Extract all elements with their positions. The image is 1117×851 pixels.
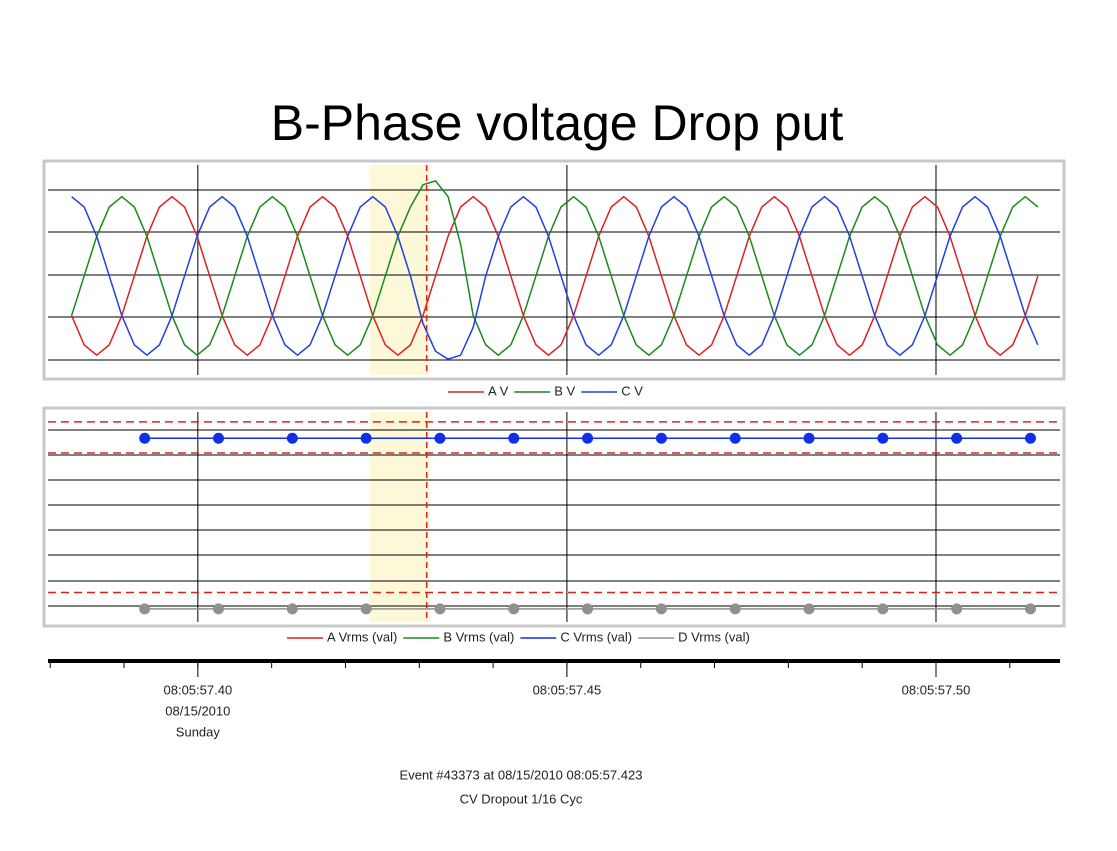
data-point: [434, 432, 446, 444]
data-point: [655, 603, 667, 615]
data-point: [1024, 603, 1036, 615]
data-point: [434, 603, 446, 615]
highlight-band: [369, 165, 430, 375]
data-point: [213, 432, 225, 444]
plot-area: [48, 412, 1060, 622]
data-point: [139, 432, 151, 444]
data-point: [1024, 432, 1036, 444]
x-tick-label: 08:05:57.45: [533, 682, 602, 697]
x-day-label: Sunday: [176, 724, 221, 739]
legend-label: A Vrms (val): [327, 629, 397, 644]
chart-frame: [42, 159, 1066, 381]
legend-label: B Vrms (val): [443, 629, 514, 644]
legend-label: B V: [554, 383, 575, 398]
data-point: [582, 603, 594, 615]
x-date-label: 08/15/2010: [165, 703, 230, 718]
data-point: [508, 603, 520, 615]
plot-area: [48, 165, 1060, 375]
highlight-band: [369, 412, 430, 622]
data-point: [360, 432, 372, 444]
data-point: [508, 432, 520, 444]
chart-frame: [42, 406, 1066, 628]
legend-label: C V: [621, 383, 643, 398]
data-point: [951, 603, 963, 615]
data-point: [951, 432, 963, 444]
data-point: [213, 603, 225, 615]
data-point: [655, 432, 667, 444]
data-point: [729, 432, 741, 444]
data-point: [729, 603, 741, 615]
legend-label: A V: [488, 383, 509, 398]
slide-title: B-Phase voltage Drop put: [271, 95, 844, 151]
data-point: [582, 432, 594, 444]
x-tick-label: 08:05:57.40: [164, 682, 233, 697]
series-line: [71, 195, 1039, 360]
series-line: [70, 195, 1039, 357]
data-point: [139, 603, 151, 615]
legend-label: D Vrms (val): [678, 629, 750, 644]
data-point: [877, 603, 889, 615]
data-point: [803, 603, 815, 615]
data-point: [286, 603, 298, 615]
legend-label: C Vrms (val): [560, 629, 632, 644]
event-text: Event #43373 at 08/15/2010 08:05:57.423: [400, 767, 643, 782]
event-text: CV Dropout 1/16 Cyc: [460, 791, 583, 806]
data-point: [803, 432, 815, 444]
x-tick-label: 08:05:57.50: [902, 682, 971, 697]
data-point: [286, 432, 298, 444]
data-point: [360, 603, 372, 615]
data-point: [877, 432, 889, 444]
series-line: [70, 179, 1039, 357]
